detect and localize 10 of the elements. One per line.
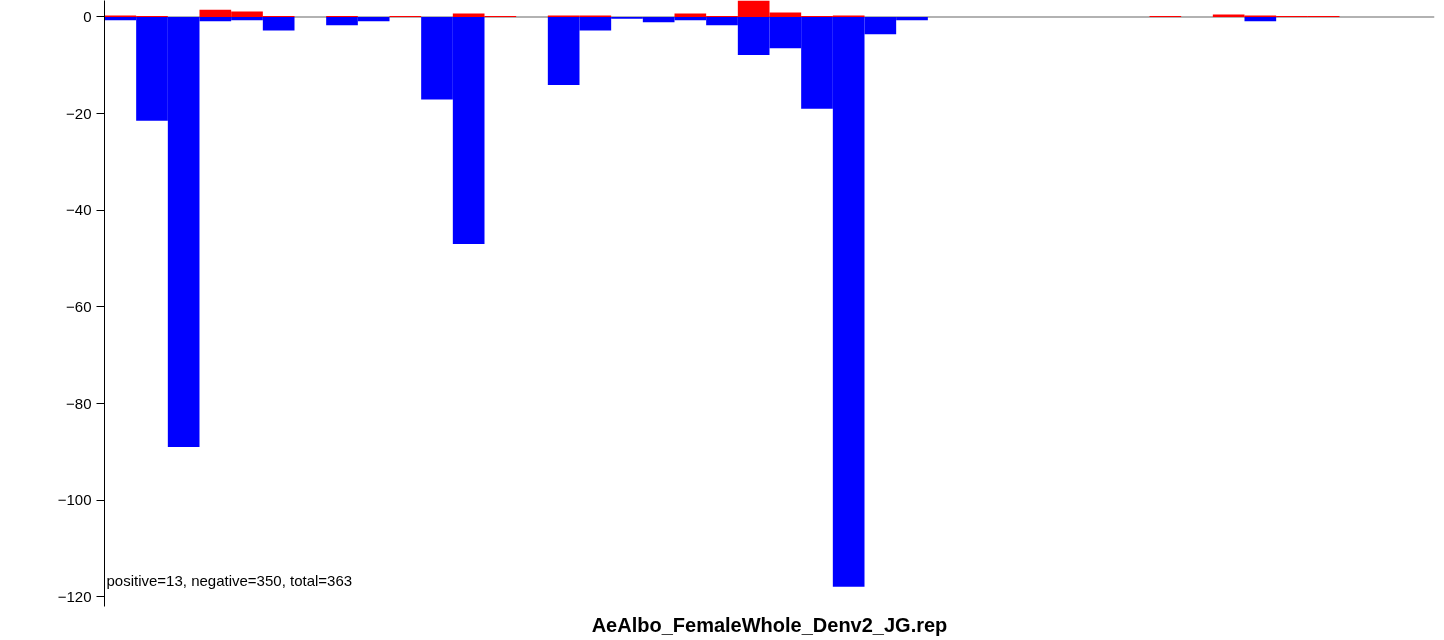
y-tick-label: 0	[83, 7, 92, 25]
y-tick-label: −60	[66, 297, 92, 315]
y-tick-label: −40	[66, 201, 92, 219]
y-tick-label: −100	[57, 491, 92, 509]
y-tick-label: −120	[57, 587, 92, 605]
bar	[1244, 16, 1277, 22]
y-tick-label: −80	[66, 394, 92, 412]
annotation: positive=13, negative=350, total=363	[106, 571, 353, 589]
y-tick-label: −20	[66, 104, 92, 122]
text: AeAlbo_FemaleWhole_Denv2_JG.rep	[591, 613, 948, 636]
